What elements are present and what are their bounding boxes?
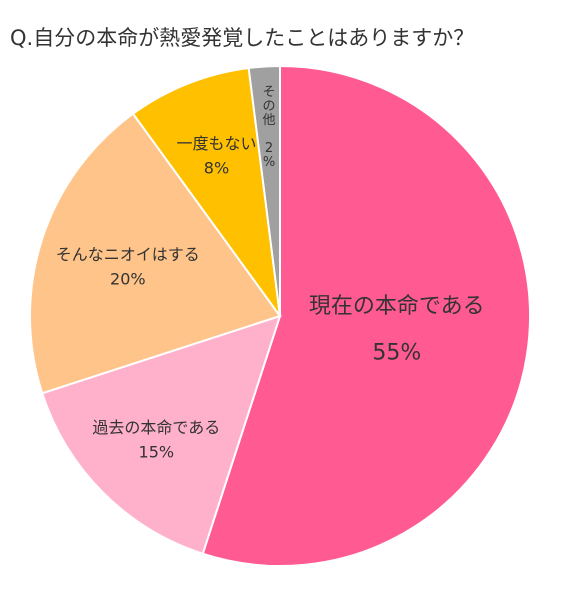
pie-slice-3 (131, 66, 281, 317)
slice-label-1: 過去の本命である (92, 418, 220, 437)
slice-label-4-char: 他 (262, 113, 275, 128)
slice-label-3: 一度もない (176, 134, 256, 153)
pie-slice-1 (40, 314, 282, 556)
pie-labels: 現在の本命である 55% 過去の本命である 15% そんなニオイはする 20% 一度もない 8… (56, 85, 485, 462)
chart-title: Q.自分の本命が熱愛発覚したことはありますか？ (10, 26, 474, 50)
slice-value-0: 55% (372, 340, 421, 365)
slice-label-2: そんなニオイはする (56, 245, 200, 264)
pie-slice-0 (201, 64, 532, 567)
pie-slices (29, 64, 532, 567)
slice-value-4-char: 2 (265, 141, 273, 156)
slice-label-4-char: そ (262, 85, 275, 100)
slice-value-1: 15% (139, 443, 175, 462)
pie-slice-4 (247, 64, 281, 317)
slice-label-0: 現在の本命である (309, 294, 485, 319)
slice-label-4-char: の (262, 99, 275, 114)
pie-slice-2 (29, 112, 282, 395)
slice-value-4-char: % (263, 155, 275, 170)
slice-value-2: 20% (110, 270, 146, 289)
slice-value-3: 8% (204, 159, 229, 178)
